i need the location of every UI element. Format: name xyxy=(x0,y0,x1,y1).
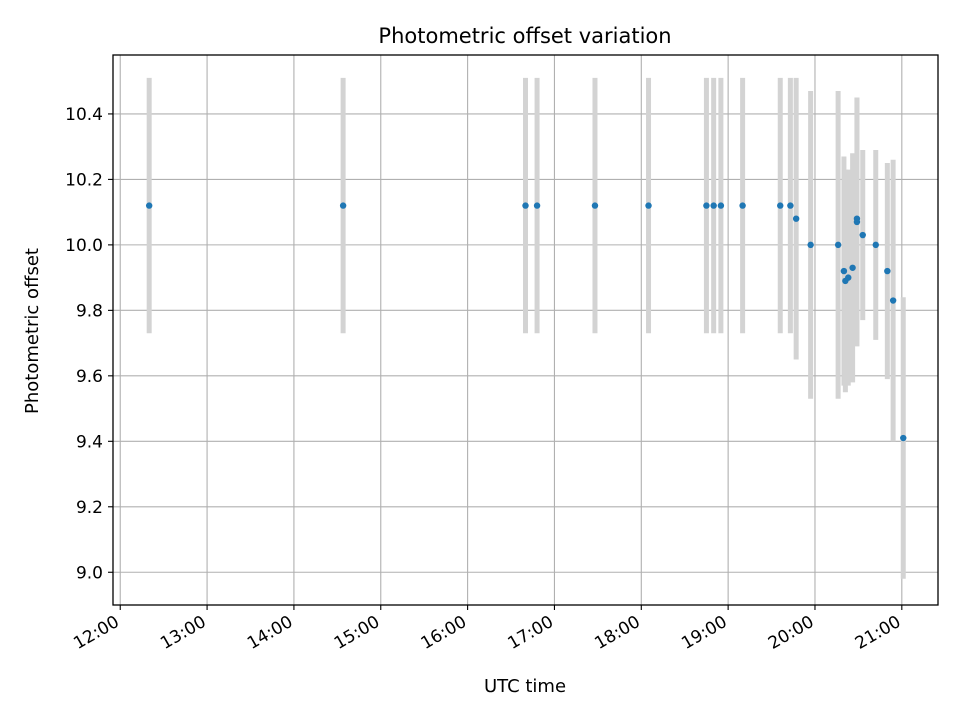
y-axis-title: Photometric offset xyxy=(22,248,43,414)
data-point xyxy=(717,202,725,209)
chart-title: Photometric offset variation xyxy=(378,24,671,48)
data-point xyxy=(872,241,879,249)
data-point xyxy=(533,202,541,209)
data-point xyxy=(834,241,842,249)
data-point xyxy=(859,231,866,239)
y-tick-label: 9.4 xyxy=(76,432,103,452)
data-point xyxy=(777,202,784,209)
y-tick-label: 9.6 xyxy=(76,367,103,387)
plot-frame xyxy=(112,54,939,606)
data-point xyxy=(591,202,599,209)
data-point xyxy=(703,202,710,209)
data-point xyxy=(884,267,891,275)
y-tick-label: 10.4 xyxy=(65,105,103,125)
y-tick-label: 9.0 xyxy=(76,563,103,583)
data-point xyxy=(145,202,153,209)
data-point xyxy=(845,274,852,281)
data-point xyxy=(787,202,794,209)
data-point xyxy=(645,202,652,209)
y-tick-label: 9.2 xyxy=(76,498,103,518)
y-tick-label: 9.8 xyxy=(76,301,103,321)
data-point xyxy=(807,241,814,249)
data-point xyxy=(522,202,529,209)
y-tick-label: 10.0 xyxy=(65,236,103,256)
y-tick-label: 10.2 xyxy=(65,170,103,190)
point-layer xyxy=(145,202,907,442)
data-point xyxy=(739,202,746,209)
data-point xyxy=(840,267,848,275)
data-point xyxy=(792,215,800,222)
data-point xyxy=(339,202,347,209)
data-point xyxy=(889,297,897,304)
data-point xyxy=(849,264,856,271)
x-axis-title: UTC time xyxy=(484,676,566,697)
data-point xyxy=(710,202,717,209)
data-point xyxy=(900,434,907,442)
data-point xyxy=(853,218,861,226)
